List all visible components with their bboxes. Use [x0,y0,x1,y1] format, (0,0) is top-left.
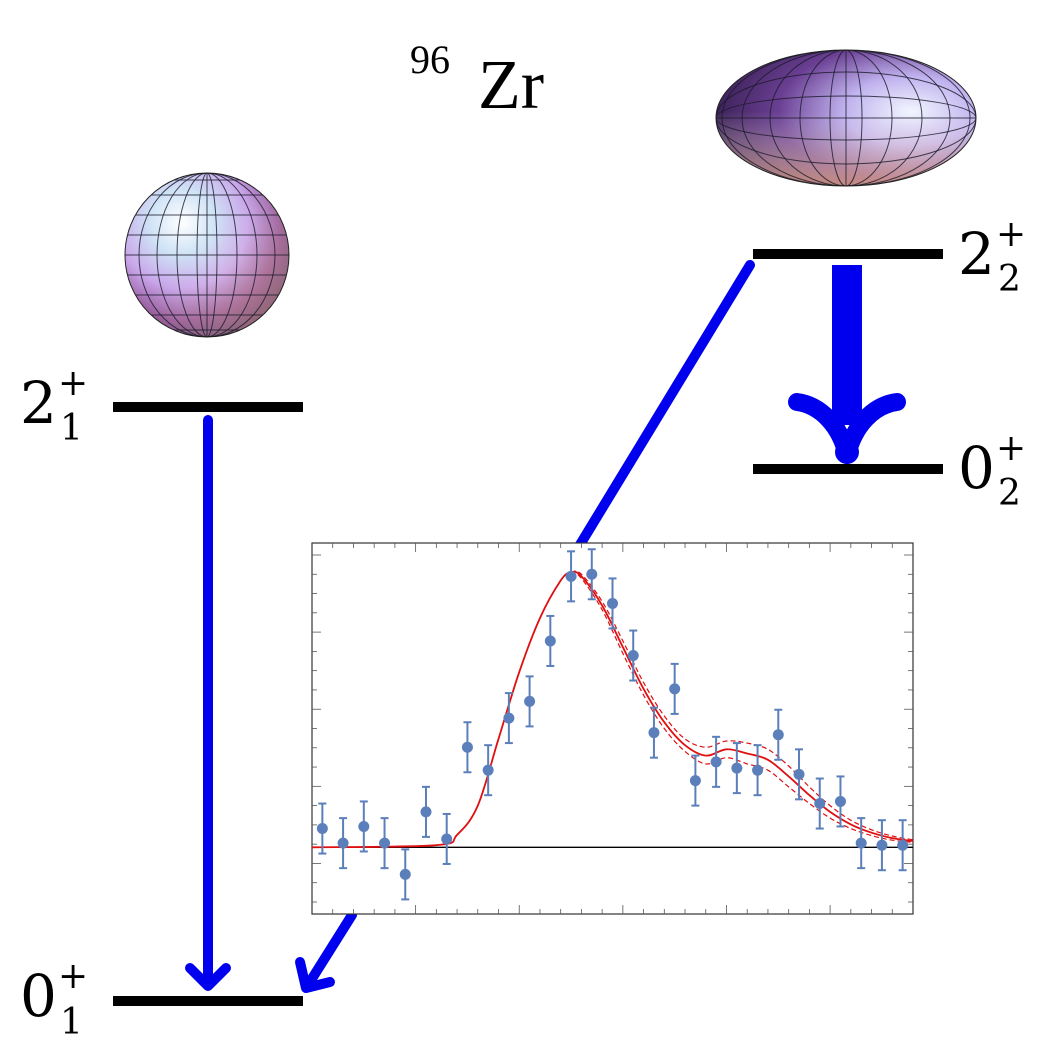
level-line-0-2 [753,464,943,474]
level-index: 2 [998,473,1021,514]
deformed-nucleus [715,49,977,187]
level-index: 1 [60,408,83,449]
data-point [586,568,598,580]
mass-number: 96 [410,37,450,82]
level-index: 1 [60,1002,83,1043]
level-label-0-1: 0 + 1 [20,956,88,1043]
data-point [399,868,411,880]
level-label-2-2: 2 + 2 [958,214,1026,300]
inset-chart [311,542,914,915]
data-point [876,839,888,851]
fit-band-lower [312,571,913,848]
data-point [420,806,432,818]
data-point [897,839,909,851]
data-point [689,775,701,787]
data-point [793,768,805,780]
levels [113,249,943,1006]
transition-2-2-to-0-2 [788,265,906,464]
level-index: 2 [998,259,1021,300]
level-spin: 2 [958,220,995,288]
data-point [855,837,867,849]
data-point [316,823,328,835]
level-line-2-1 [113,402,303,412]
chart-data-points [316,548,909,901]
data-point [772,729,784,741]
data-point [752,764,764,776]
data-point [441,833,453,845]
level-line-0-1 [113,996,303,1006]
data-point [524,695,536,707]
level-label-0-2: 0 + 2 [958,428,1026,514]
data-point [648,727,660,739]
data-point [544,635,556,647]
chart-fit-curves [312,570,913,849]
data-point [669,683,681,695]
data-point [337,837,349,849]
data-point [503,712,515,724]
level-line-2-2 [753,249,943,259]
data-point [627,650,639,662]
nucleus-title: 96 Zr [410,37,544,124]
level-spin: 0 [958,434,995,502]
data-point [461,741,473,753]
transition-2-2-to-0-1 [295,260,755,993]
level-parity: + [996,428,1026,469]
data-point [607,597,618,609]
level-spin: 0 [20,962,57,1030]
level-parity: + [58,956,88,997]
data-point [358,820,370,832]
data-point [834,795,846,807]
level-parity: + [58,363,88,404]
data-point [731,762,743,774]
spherical-nucleus [124,172,290,338]
data-point [482,764,494,776]
transition-2-1-to-0-1 [185,415,231,991]
level-label-2-1: 2 + 1 [20,363,88,449]
level-spin: 2 [20,369,57,437]
data-point [379,837,391,849]
element-symbol: Zr [478,47,544,124]
level-parity: + [996,214,1026,255]
data-point [814,798,826,810]
data-point [710,756,722,768]
data-point [565,570,577,582]
chart-ticks [312,543,913,914]
